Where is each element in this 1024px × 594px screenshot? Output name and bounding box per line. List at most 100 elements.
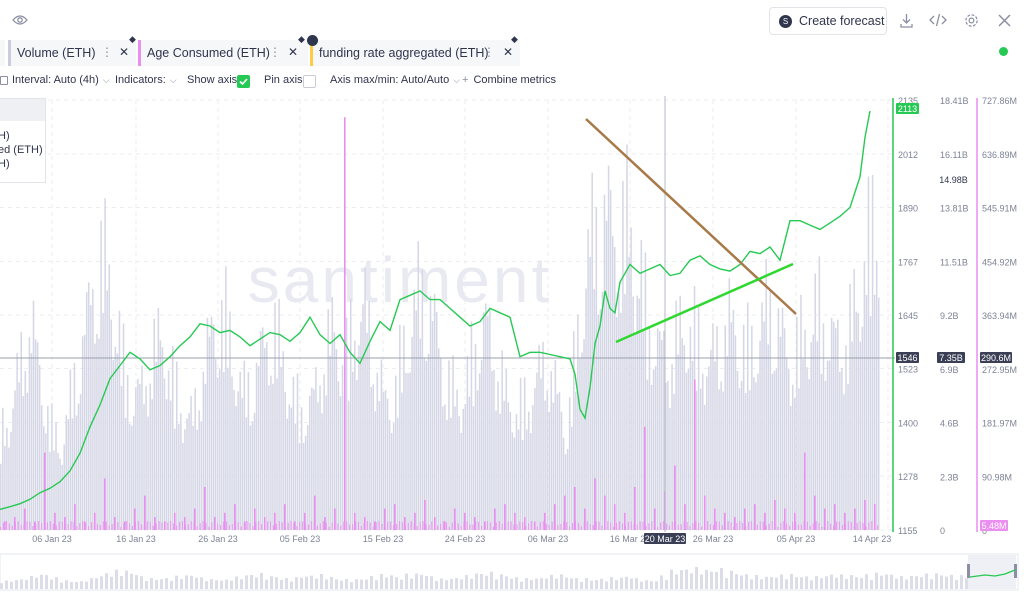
navigator-bar [570, 578, 573, 589]
volume-bar [542, 341, 544, 530]
age-consumed-bar [464, 512, 466, 530]
x-tick-label: 15 Feb 23 [363, 534, 404, 544]
age-consumed-bar [644, 426, 646, 530]
navigator-bar [725, 578, 728, 589]
age-consumed-bar [38, 521, 40, 530]
age-consumed-bar [202, 521, 204, 530]
age-consumed-bar [654, 508, 656, 530]
volume-bar [822, 323, 825, 530]
interval-label: Interval: Auto (4h) [12, 74, 99, 86]
embed-code-icon[interactable] [927, 9, 949, 31]
volume-bar [169, 400, 172, 530]
volume-bar [409, 372, 411, 530]
age-consumed-bar [258, 521, 260, 530]
age-consumed-bar [454, 521, 456, 530]
close-icon[interactable]: ✕ [503, 45, 514, 59]
interval-dropdown[interactable]: Interval: Auto (4h) ⌵ [12, 74, 110, 86]
volume-bar [225, 266, 227, 530]
navigator-bar [140, 576, 143, 589]
volume-bar [513, 437, 516, 530]
age-consumed-bar [834, 504, 836, 530]
age-consumed-bar [224, 512, 226, 530]
more-vertical-icon[interactable]: ⋮ [101, 45, 113, 59]
volume-bar [757, 373, 759, 530]
volume-bar [247, 372, 250, 530]
metric-chip-age-consumed[interactable]: Age Consumed (ETH) ⋮ ✕ ◆ [138, 34, 308, 66]
pin-axis-checkbox[interactable] [303, 75, 316, 88]
age-consumed-bar [344, 117, 346, 530]
volume-bar [603, 194, 606, 530]
age-consumed-bar [416, 526, 418, 530]
more-vertical-icon[interactable]: ⋮ [269, 45, 281, 59]
age-consumed-bar [536, 526, 538, 530]
price-tick-label: 1523 [898, 365, 918, 375]
navigator-bar [880, 575, 883, 589]
combine-metrics-button[interactable]: + Combine metrics [462, 74, 556, 86]
volume-bar [364, 267, 366, 530]
volume-bar [116, 353, 119, 530]
volume-bar [828, 360, 831, 530]
indicators-dropdown[interactable]: Indicators: ⌵ [115, 74, 177, 86]
navigator-bar [905, 579, 908, 589]
more-vertical-icon[interactable]: ⋮ [483, 45, 495, 59]
navigator-bar [135, 575, 138, 589]
create-forecast-button[interactable]: S Create forecast [769, 7, 887, 35]
volume-bar [284, 391, 286, 530]
range-navigator[interactable] [0, 553, 1019, 591]
volume-bar [642, 329, 645, 530]
close-icon[interactable]: ✕ [119, 45, 130, 59]
volume-bar [581, 352, 583, 530]
volume-bar [159, 340, 162, 530]
age-consumed-bar [0, 527, 2, 530]
age-consumed-bar [310, 521, 313, 530]
age-consumed-bar [727, 521, 729, 530]
volume-bar [485, 303, 487, 530]
volume-bar [556, 394, 559, 530]
navigator-selection [968, 555, 1016, 589]
volume-bar [487, 316, 489, 530]
volume-bar [753, 377, 755, 530]
metric-chip-volume[interactable]: Volume (ETH) ⋮ ✕ ◆ [8, 34, 136, 66]
navigator-bar [685, 569, 688, 589]
navigator-bar [70, 582, 73, 589]
navigator-bar [945, 576, 948, 589]
eye-icon[interactable] [9, 9, 31, 31]
metric-chip-funding-rate[interactable]: funding rate aggregated (ETH) ⋮ ✕ ◆ [307, 34, 520, 66]
axis-minmax-dropdown[interactable]: Axis max/min: Auto/Auto ⌵ [330, 74, 460, 86]
age-consumed-bar [325, 522, 327, 530]
age-consumed-bar [648, 523, 650, 530]
age-consumed-bar [205, 522, 207, 530]
age-consumed-bar [530, 521, 533, 530]
navigator-bar [460, 579, 463, 589]
age-consumed-bar [704, 495, 706, 530]
volume-bar [214, 359, 217, 530]
navigator-bar [125, 570, 128, 589]
age-consumed-bar [29, 521, 31, 530]
volume-bar [464, 404, 467, 530]
settings-gear-icon[interactable] [960, 9, 982, 31]
price-chart[interactable]: santiment 2135 2012 1890 1767 1645 1523 1400 12… [0, 92, 1024, 594]
trendline-resistance[interactable] [585, 118, 797, 315]
volume-bar [202, 371, 205, 530]
volume-bar [517, 429, 520, 530]
navigator-bar [525, 578, 528, 589]
volume-bar [128, 423, 131, 530]
volume-bar [824, 380, 827, 530]
navigator-bar [830, 574, 833, 589]
volume-bar [390, 432, 393, 530]
age-consumed-bar [352, 524, 354, 530]
age-consumed-bar [272, 525, 274, 530]
volume-bar [767, 344, 769, 530]
volume-bar [759, 340, 761, 530]
close-icon[interactable]: ✕ [288, 45, 299, 59]
x-tick-label: 26 Jan 23 [198, 534, 238, 544]
navigator-bar [315, 578, 318, 589]
hover-date-badge: 20 Mar 23 [645, 534, 686, 544]
download-icon[interactable] [895, 9, 917, 31]
close-icon[interactable] [993, 9, 1015, 31]
volume-bar [605, 220, 608, 530]
show-axis-checkbox[interactable] [237, 75, 250, 88]
age-consumed-bar [404, 526, 406, 530]
trendline-support[interactable] [615, 262, 794, 344]
navigator-bar [475, 573, 478, 589]
